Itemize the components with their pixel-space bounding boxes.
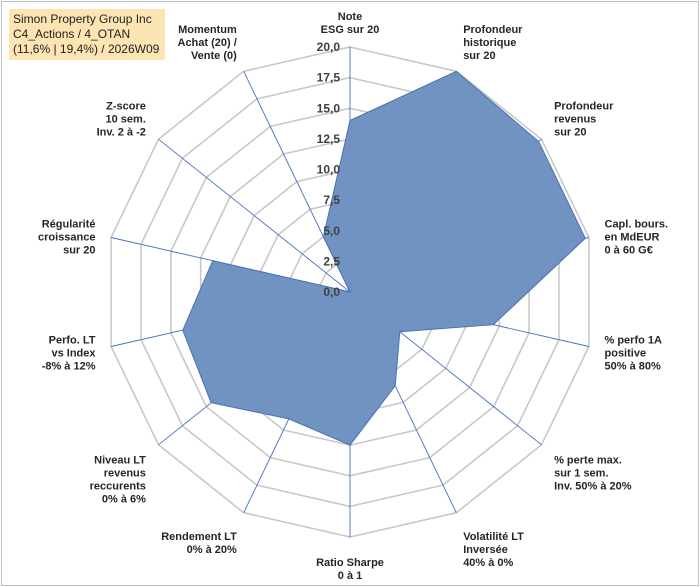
category-label: Régularité croissance sur 20 — [38, 218, 95, 256]
tick-label: 7,5 — [323, 193, 340, 207]
radial-tick-labels: 0,0 2,5 5,0 7,5 10,0 12,5 15,0 17,5 20,0 — [317, 40, 341, 299]
spoke-12 — [158, 138, 351, 293]
series-area — [182, 70, 586, 446]
tick-label: 15,0 — [317, 101, 341, 115]
category-label: Ratio Sharpe 0 à 1 — [316, 557, 384, 582]
title-line-category: C4_Actions / 4_OTAN — [13, 27, 131, 41]
category-label: Perfo. LT vs Index -8% à 12% — [42, 335, 97, 373]
tick-label: 5,0 — [323, 224, 340, 238]
category-label: Note ESG sur 20 — [321, 11, 380, 36]
category-label: Capl. bours. en MdEUR 0 à 60 G€ — [605, 218, 669, 256]
tick-label: 2,5 — [323, 254, 340, 268]
tick-label: 12,5 — [317, 132, 341, 146]
category-label: Rendement LT 0% à 20% — [161, 531, 237, 556]
tick-label: 10,0 — [317, 163, 341, 177]
category-label: Volatilité LT Inversée 40% à 0% — [463, 531, 524, 569]
title-line-stats: (11,6% | 19,4%) / 2026W09 — [13, 42, 160, 56]
chart-title: Simon Property Group Inc C4_Actions / 4_… — [9, 9, 166, 60]
category-label: Profondeur revenus sur 20 — [554, 100, 614, 138]
category-label: Z-score 10 sem. Inv. 2 à -2 — [97, 100, 146, 138]
tick-label: 20,0 — [317, 40, 341, 54]
category-labels: Note ESG sur 20 Profondeur historique sur 20… — [38, 11, 668, 582]
title-line-company: Simon Property Group Inc — [13, 12, 152, 26]
category-label: % perte max. sur 1 sem. Inv. 50% à 20% — [554, 455, 632, 493]
tick-label: 17,5 — [317, 71, 341, 85]
category-label: Profondeur historique sur 20 — [463, 24, 523, 62]
category-label: % perfo 1A positive 50% à 80% — [605, 335, 663, 373]
series-polygon — [182, 70, 586, 446]
category-label: Niveau LT revenus reccurents 0% à 6% — [90, 455, 147, 506]
category-label: Momentum Achat (20) / Vente (0) — [178, 24, 238, 62]
tick-label: 0,0 — [323, 285, 340, 299]
